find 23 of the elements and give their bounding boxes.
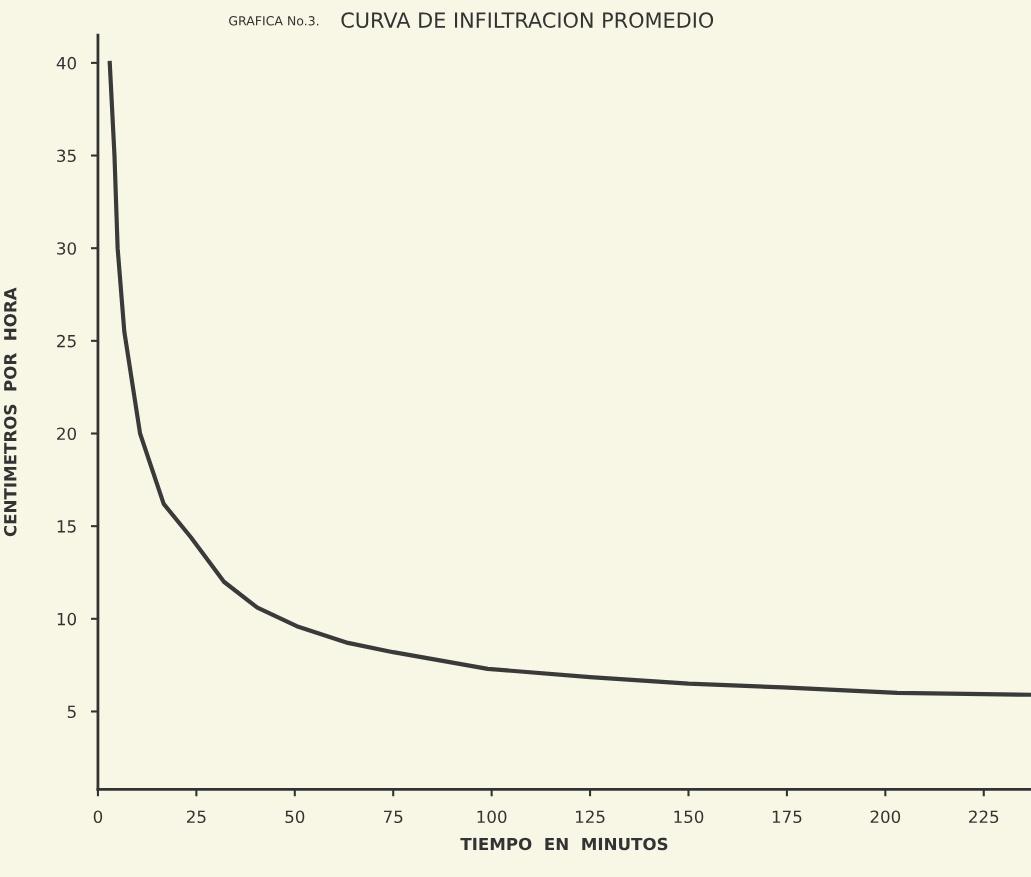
- y-tick-label: 20: [57, 427, 76, 441]
- x-tick-label: 150: [674, 810, 704, 824]
- x-tick-label: 0: [93, 810, 103, 824]
- y-tick-label: 15: [57, 520, 76, 533]
- y-tick-label: 30: [57, 242, 76, 255]
- y-tick-label: 40: [56, 56, 76, 70]
- x-axis-title: TIEMPO EN MINUTOS: [460, 837, 668, 851]
- y-axis-title: CENTIMETROS POR HORA: [3, 287, 17, 537]
- x-tick-label: 100: [477, 810, 507, 824]
- chart-subtitle: GRAFICA No.3.: [229, 16, 319, 26]
- y-tick-label: 10: [57, 612, 76, 626]
- x-tick-label: 50: [285, 810, 305, 824]
- x-tick-label: 175: [772, 810, 802, 824]
- y-tick-label: 25: [57, 334, 76, 348]
- x-tick-label: 225: [969, 810, 999, 824]
- x-tick-label: 125: [575, 810, 605, 824]
- chart-title: CURVA DE INFILTRACION PROMEDIO: [341, 12, 714, 28]
- x-tick-label: 25: [186, 810, 206, 824]
- x-tick-label: 200: [870, 810, 901, 824]
- x-tick-label: 75: [383, 810, 403, 824]
- y-tick-label: 35: [57, 149, 76, 163]
- y-tick-label: 5: [67, 705, 76, 719]
- line-series: [107, 60, 1031, 697]
